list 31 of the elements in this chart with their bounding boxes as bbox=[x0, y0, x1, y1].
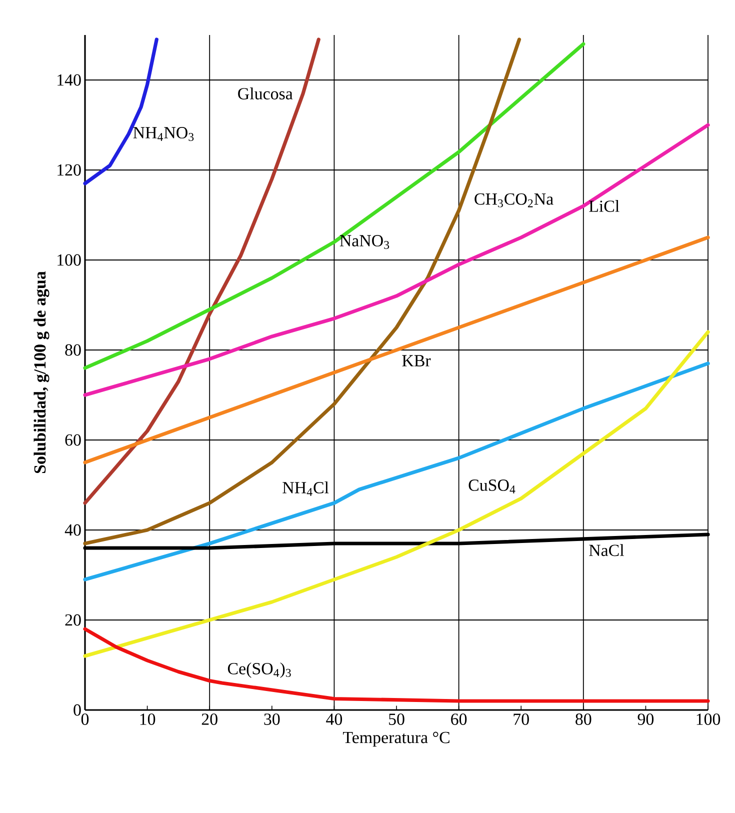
y-tick-label: 0 bbox=[74, 704, 81, 716]
y-tick-label: 120 bbox=[58, 164, 81, 176]
x-tick-label: 40 bbox=[326, 714, 342, 725]
y-tick-label: 20 bbox=[65, 614, 81, 626]
y-tick-label: 60 bbox=[65, 434, 81, 446]
x-tick-label: 50 bbox=[389, 714, 404, 725]
y-tick-label: 40 bbox=[64, 524, 81, 536]
x-tick-label: 20 bbox=[202, 714, 218, 725]
x-tick-label: 80 bbox=[576, 714, 592, 725]
y-axis-title: Solubilidad, g/100 g de agua bbox=[34, 271, 50, 474]
series-label: Ce(SO$_{4}$)$_{3}$ bbox=[228, 662, 291, 678]
x-tick-label: 90 bbox=[638, 714, 654, 725]
x-tick-label: 10 bbox=[140, 714, 156, 725]
series-label: NH$_{4}$Cl bbox=[282, 481, 329, 496]
series-label: NaNO$_{3}$ bbox=[340, 235, 390, 249]
series-label: CuSO$_{4}$ bbox=[468, 480, 516, 494]
series-label: LiCl bbox=[589, 200, 620, 212]
x-tick-label: 30 bbox=[264, 714, 280, 725]
series-label: Glucosa bbox=[238, 88, 293, 100]
series-label: CH$_{3}$CO$_{2}$Na bbox=[474, 193, 554, 208]
x-tick-label: 0 bbox=[81, 714, 89, 725]
x-tick-label: 70 bbox=[514, 714, 529, 725]
x-tick-label: 60 bbox=[451, 714, 467, 725]
x-tick-label: 100 bbox=[696, 714, 720, 725]
series-label: NaCl bbox=[589, 544, 624, 556]
series-label: NH$_{4}$NO$_{3}$ bbox=[133, 127, 194, 141]
y-tick-label: 80 bbox=[65, 344, 81, 356]
series-label: KBr bbox=[402, 355, 431, 366]
y-tick-label: 140 bbox=[58, 74, 81, 86]
x-axis-title: Temperatura °C bbox=[343, 732, 450, 747]
y-tick-label: 100 bbox=[58, 254, 81, 266]
